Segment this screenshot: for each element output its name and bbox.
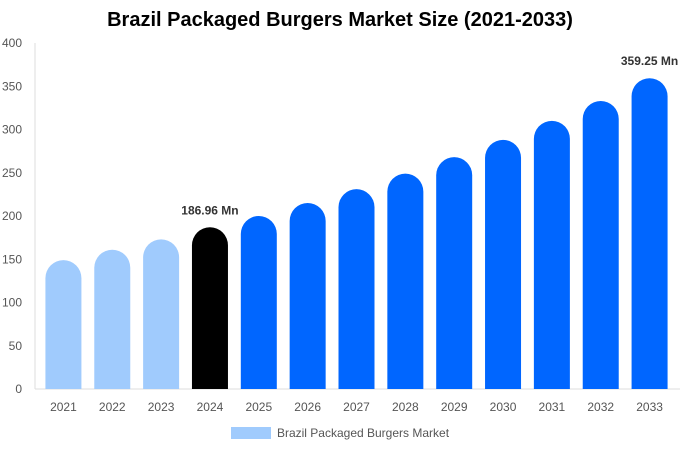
x-tick-label: 2022 [99, 400, 126, 414]
bar [191, 227, 228, 389]
bar [631, 78, 668, 389]
data-label: 359.25 Mn [621, 54, 678, 68]
x-tick-label: 2026 [294, 400, 321, 414]
chart-title: Brazil Packaged Burgers Market Size (202… [107, 9, 573, 31]
x-tick-label: 2031 [539, 400, 566, 414]
legend-label: Brazil Packaged Burgers Market [276, 426, 450, 440]
y-tick-label: 150 [2, 252, 22, 266]
y-tick-label: 0 [15, 382, 22, 396]
y-tick-label: 200 [2, 209, 22, 223]
data-label: 186.96 Mn [181, 203, 238, 217]
bar [436, 157, 473, 389]
bar [485, 139, 522, 389]
bar [387, 173, 424, 389]
bar [240, 216, 277, 389]
bar [289, 203, 326, 389]
bar [533, 120, 570, 389]
bar [582, 100, 619, 389]
x-tick-label: 2024 [197, 400, 224, 414]
x-tick-label: 2028 [392, 400, 419, 414]
y-tick-label: 50 [9, 339, 23, 353]
x-tick-label: 2021 [50, 400, 77, 414]
y-tick-label: 400 [2, 36, 22, 50]
x-tick-label: 2033 [636, 400, 663, 414]
y-tick-label: 300 [2, 123, 22, 137]
x-tick-label: 2027 [343, 400, 370, 414]
bar [143, 239, 180, 389]
y-tick-label: 250 [2, 166, 22, 180]
y-tick-label: 350 [2, 79, 22, 93]
y-tick-label: 100 [2, 296, 22, 310]
x-tick-label: 2029 [441, 400, 468, 414]
bar [338, 189, 375, 389]
bar [94, 249, 131, 389]
legend[interactable]: Brazil Packaged Burgers Market [0, 426, 680, 440]
bar [45, 260, 82, 389]
x-tick-label: 2032 [587, 400, 614, 414]
x-tick-label: 2030 [490, 400, 517, 414]
x-tick-label: 2025 [245, 400, 272, 414]
legend-swatch [230, 427, 271, 439]
x-tick-label: 2023 [148, 400, 175, 414]
